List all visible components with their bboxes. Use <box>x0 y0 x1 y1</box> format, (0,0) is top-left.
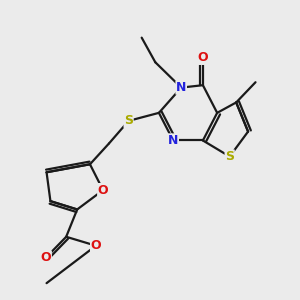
Text: N: N <box>176 81 186 94</box>
Text: O: O <box>98 184 108 196</box>
Text: O: O <box>91 239 101 252</box>
Text: O: O <box>198 51 208 64</box>
Text: O: O <box>41 251 51 264</box>
Text: N: N <box>168 134 178 147</box>
Text: S: S <box>124 114 133 128</box>
Text: S: S <box>225 150 234 163</box>
